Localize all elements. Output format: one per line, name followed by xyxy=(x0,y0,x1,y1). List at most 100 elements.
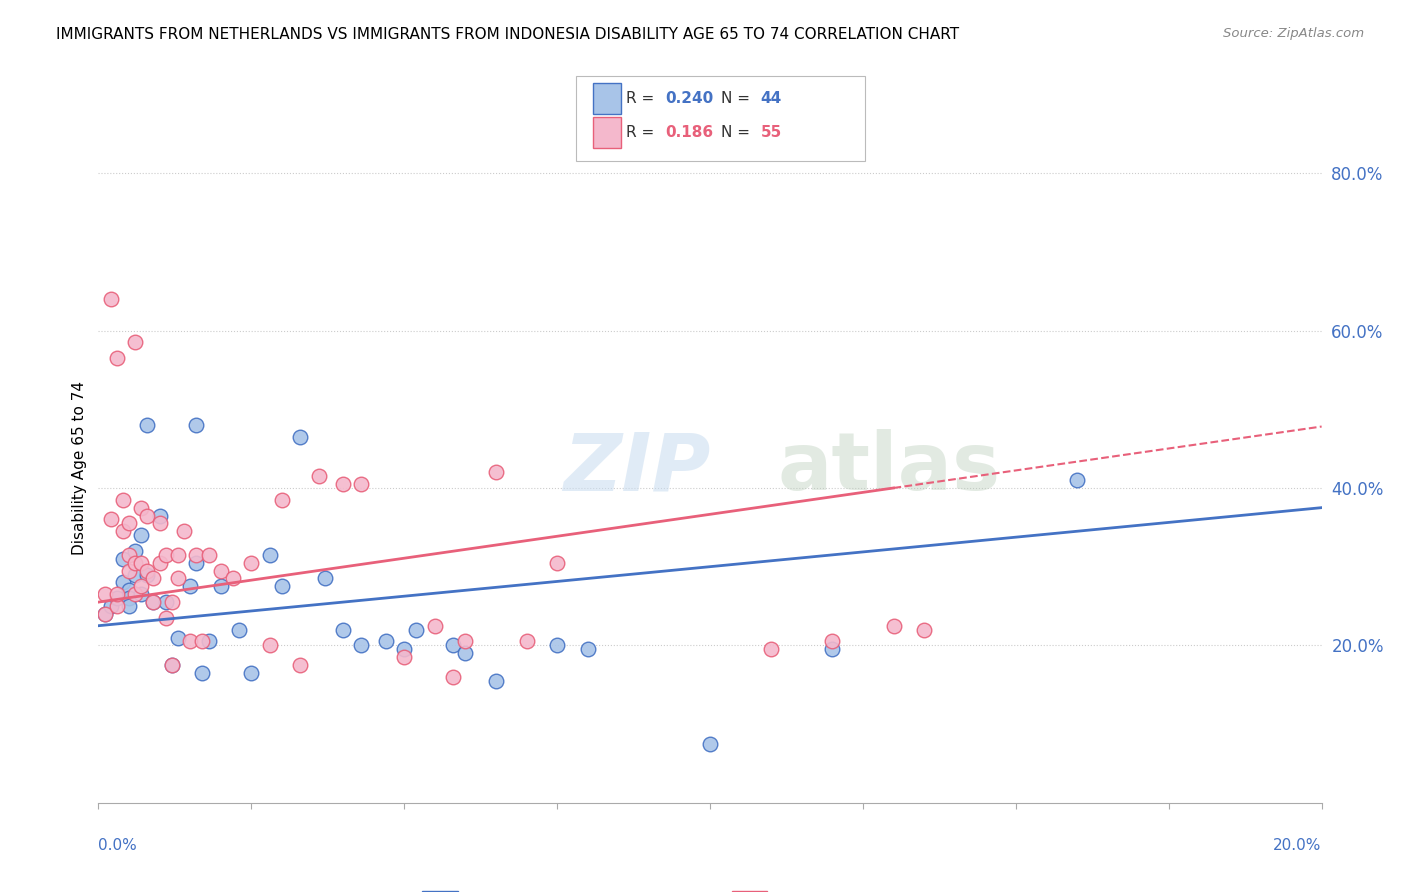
Point xyxy=(142,595,165,609)
Point xyxy=(191,634,214,648)
Point xyxy=(105,587,128,601)
Point xyxy=(129,556,152,570)
Point xyxy=(124,556,146,570)
Point xyxy=(259,639,281,653)
Point xyxy=(111,524,134,539)
Point xyxy=(111,575,134,590)
Point xyxy=(759,642,782,657)
Point xyxy=(111,551,134,566)
Text: 55: 55 xyxy=(761,125,782,139)
Point xyxy=(124,544,146,558)
Point xyxy=(314,572,336,586)
Point xyxy=(155,611,177,625)
Point xyxy=(124,567,146,582)
Point xyxy=(405,623,427,637)
Point xyxy=(392,642,416,657)
Text: ZIP: ZIP xyxy=(564,429,710,508)
Point xyxy=(392,650,416,665)
Point xyxy=(118,516,141,531)
Text: 0.0%: 0.0% xyxy=(98,838,138,854)
Point xyxy=(454,646,477,660)
Text: R =: R = xyxy=(626,91,659,105)
Point xyxy=(699,737,721,751)
Point xyxy=(308,469,330,483)
Point xyxy=(160,658,183,673)
Legend: Immigrants from Netherlands, Immigrants from Indonesia: Immigrants from Netherlands, Immigrants … xyxy=(416,884,1004,892)
Point xyxy=(149,508,172,523)
Point xyxy=(454,634,477,648)
Point xyxy=(93,587,115,601)
Text: R =: R = xyxy=(626,125,659,139)
Point xyxy=(118,548,141,562)
Point xyxy=(576,642,599,657)
Point xyxy=(270,492,292,507)
Point xyxy=(118,591,141,606)
Y-axis label: Disability Age 65 to 74: Disability Age 65 to 74 xyxy=(72,381,87,556)
Point xyxy=(167,548,190,562)
Point xyxy=(350,639,373,653)
Point xyxy=(136,564,159,578)
Point xyxy=(179,634,201,648)
Point xyxy=(821,634,844,648)
Point xyxy=(100,292,122,306)
Point xyxy=(105,351,128,365)
Point xyxy=(197,634,219,648)
Point xyxy=(118,583,141,598)
Point xyxy=(129,528,152,542)
Point xyxy=(136,567,159,582)
Point xyxy=(167,572,190,586)
Point xyxy=(350,477,373,491)
Point xyxy=(100,599,122,613)
Text: 0.186: 0.186 xyxy=(665,125,713,139)
Text: 0.240: 0.240 xyxy=(665,91,713,105)
Point xyxy=(129,500,152,515)
Point xyxy=(173,524,195,539)
Point xyxy=(374,634,396,648)
Point xyxy=(160,595,183,609)
Point xyxy=(186,417,208,432)
Point xyxy=(118,564,141,578)
Point xyxy=(441,639,464,653)
Text: atlas: atlas xyxy=(778,429,1001,508)
Point xyxy=(423,618,446,632)
Point xyxy=(197,548,219,562)
Point xyxy=(167,631,190,645)
Point xyxy=(546,556,568,570)
Text: N =: N = xyxy=(721,91,755,105)
Point xyxy=(546,639,568,653)
Point xyxy=(160,658,183,673)
Point xyxy=(290,430,312,444)
Point xyxy=(149,516,172,531)
Point xyxy=(290,658,312,673)
Point xyxy=(1066,473,1088,487)
Point xyxy=(136,508,159,523)
Point xyxy=(129,587,152,601)
Text: IMMIGRANTS FROM NETHERLANDS VS IMMIGRANTS FROM INDONESIA DISABILITY AGE 65 TO 74: IMMIGRANTS FROM NETHERLANDS VS IMMIGRANT… xyxy=(56,27,959,42)
Point xyxy=(912,623,935,637)
Point xyxy=(124,335,146,350)
Point xyxy=(142,595,165,609)
Point xyxy=(186,556,208,570)
Point xyxy=(259,548,281,562)
Point xyxy=(332,623,354,637)
Point xyxy=(270,579,292,593)
Point xyxy=(179,579,201,593)
Point xyxy=(240,665,263,680)
Point xyxy=(118,599,141,613)
Point xyxy=(485,465,508,479)
Point xyxy=(186,548,208,562)
Point xyxy=(191,665,214,680)
Text: 20.0%: 20.0% xyxy=(1274,838,1322,854)
Point xyxy=(332,477,354,491)
Point xyxy=(124,587,146,601)
Point xyxy=(209,579,232,593)
Point xyxy=(441,670,464,684)
Point xyxy=(93,607,115,621)
Point xyxy=(821,642,844,657)
Point xyxy=(93,607,115,621)
Point xyxy=(105,599,128,613)
Point xyxy=(129,579,152,593)
Point xyxy=(105,591,128,606)
Point xyxy=(149,556,172,570)
Point xyxy=(240,556,263,570)
